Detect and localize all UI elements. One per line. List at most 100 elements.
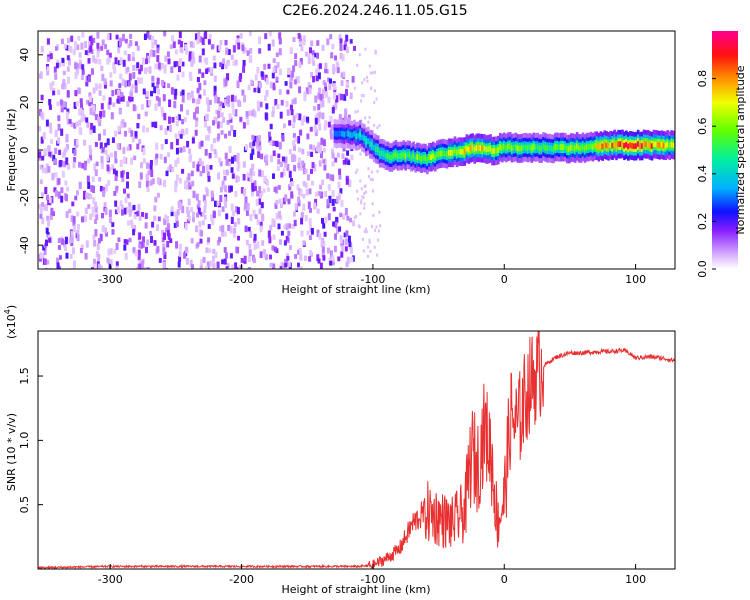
- noise-cell: [166, 240, 170, 248]
- noise-cell: [229, 185, 233, 192]
- noise-cell: [164, 128, 168, 135]
- noise-cell: [92, 197, 96, 205]
- noise-cell: [138, 232, 142, 240]
- noise-cell: [286, 109, 290, 116]
- noise-cell: [201, 160, 204, 166]
- noise-cell: [243, 255, 247, 262]
- ridge-cell: [483, 145, 486, 152]
- noise-cell: [237, 99, 241, 106]
- noise-cell: [81, 69, 85, 75]
- noise-cell: [261, 213, 265, 221]
- noise-cell: [373, 123, 376, 127]
- noise-cell: [171, 167, 175, 173]
- noise-cell: [326, 173, 330, 179]
- noise-cell: [137, 77, 140, 84]
- noise-cell: [338, 192, 342, 201]
- noise-cell: [219, 195, 223, 202]
- noise-cell: [92, 125, 96, 133]
- noise-cell: [200, 259, 204, 267]
- figure-title: C2E6.2024.246.11.05.G15: [282, 3, 467, 19]
- noise-cell: [60, 187, 64, 194]
- noise-cell: [58, 149, 62, 155]
- snr-panel: -300 -200 -100 0 100 0.51.01.5 Height of str…: [3, 305, 676, 596]
- noise-cell: [105, 231, 108, 237]
- noise-cell: [52, 154, 56, 162]
- noise-cell: [224, 133, 228, 139]
- noise-cell: [303, 91, 307, 98]
- noise-cell: [329, 133, 333, 140]
- noise-cell: [324, 120, 328, 126]
- noise-cell: [288, 170, 292, 178]
- noise-cell: [174, 133, 178, 139]
- noise-cell: [109, 80, 113, 87]
- noise-cell: [222, 58, 226, 66]
- noise-cell: [235, 40, 239, 46]
- noise-cell: [296, 184, 300, 191]
- noise-cell: [134, 86, 138, 93]
- noise-cell: [310, 228, 314, 235]
- ridge-cell: [518, 145, 522, 152]
- noise-cell: [322, 255, 326, 261]
- noise-cell: [224, 185, 228, 193]
- noise-cell: [362, 94, 365, 98]
- noise-cell: [376, 126, 379, 130]
- noise-cell: [75, 139, 79, 146]
- noise-cell: [133, 155, 137, 161]
- noise-cell: [308, 85, 312, 90]
- noise-cell: [126, 207, 130, 214]
- noise-cell: [278, 38, 282, 45]
- noise-cell: [204, 149, 208, 156]
- noise-cell: [114, 158, 118, 164]
- noise-cell: [203, 205, 207, 213]
- ridge-cell: [571, 144, 575, 151]
- noise-cell: [221, 259, 225, 265]
- ridge-cell: [634, 143, 638, 149]
- noise-cell: [310, 40, 314, 47]
- noise-cell: [219, 62, 223, 68]
- noise-cell: [181, 71, 185, 78]
- noise-cell: [104, 184, 108, 192]
- noise-cell: [324, 67, 328, 74]
- noise-cell: [168, 164, 172, 170]
- noise-cell: [148, 34, 152, 40]
- noise-cell: [347, 114, 351, 120]
- noise-cell: [88, 145, 92, 153]
- noise-cell: [138, 181, 142, 188]
- noise-cell: [116, 98, 120, 104]
- noise-cell: [136, 210, 140, 217]
- ridge-cell: [607, 143, 610, 150]
- noise-cell: [291, 224, 295, 230]
- noise-cell: [307, 56, 311, 65]
- noise-cell: [253, 233, 257, 241]
- noise-cell: [130, 219, 134, 225]
- noise-cell: [153, 215, 157, 221]
- noise-cell: [164, 55, 168, 62]
- noise-cell: [132, 65, 136, 71]
- noise-cell: [130, 85, 134, 92]
- noise-cell: [209, 165, 213, 170]
- noise-cell: [161, 79, 165, 86]
- noise-cell: [87, 182, 91, 189]
- ridge-cell: [603, 141, 606, 148]
- ridge-cell: [522, 144, 526, 151]
- noise-cell: [258, 82, 262, 88]
- spectrogram-marks: [38, 31, 675, 269]
- noise-cell: [285, 223, 289, 231]
- ridge-cell: [333, 130, 337, 137]
- noise-cell: [175, 213, 179, 222]
- noise-cell: [228, 161, 232, 167]
- noise-cell: [300, 165, 304, 171]
- noise-cell: [145, 90, 149, 98]
- noise-cell: [229, 253, 233, 259]
- noise-cell: [146, 267, 150, 269]
- noise-cell: [54, 147, 58, 155]
- noise-cell: [289, 104, 293, 111]
- noise-cell: [64, 180, 68, 186]
- ridge-cell: [493, 148, 496, 154]
- noise-cell: [48, 237, 52, 243]
- noise-cell: [327, 213, 331, 221]
- noise-cell: [102, 110, 106, 118]
- noise-cell: [361, 237, 364, 241]
- noise-cell: [339, 42, 343, 49]
- noise-cell: [195, 99, 199, 105]
